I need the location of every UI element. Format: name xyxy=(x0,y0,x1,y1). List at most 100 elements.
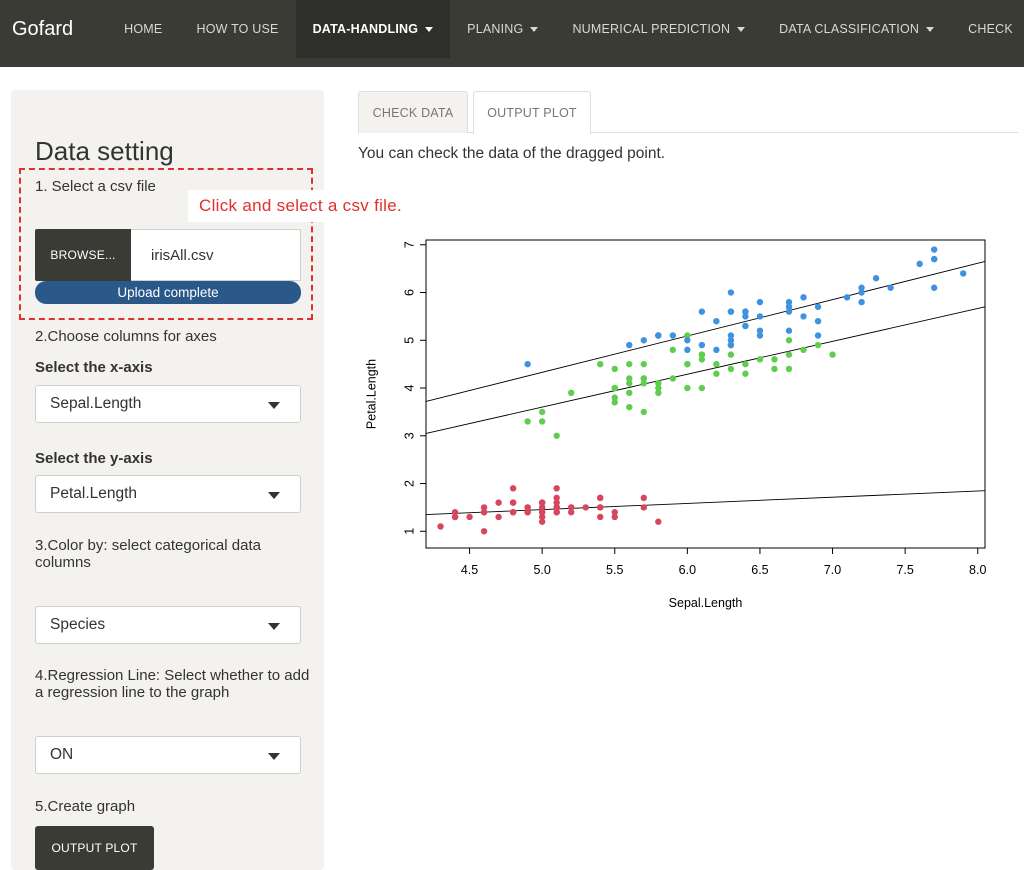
scatter-point[interactable] xyxy=(684,332,691,339)
scatter-point[interactable] xyxy=(785,351,793,358)
scatter-point[interactable] xyxy=(567,508,575,516)
brand-logo[interactable]: Gofard xyxy=(12,17,74,40)
scatter-point[interactable] xyxy=(713,346,720,354)
scatter-point[interactable] xyxy=(480,528,488,535)
nav-item-data-handling[interactable]: DATA-HANDLING xyxy=(295,0,451,58)
scatter-point[interactable] xyxy=(466,513,473,521)
scatter-point[interactable] xyxy=(524,360,531,368)
scatter-point[interactable] xyxy=(814,332,822,339)
scatter-point[interactable] xyxy=(626,360,633,368)
scatter-plot[interactable]: 4.5 5.0 5.5 6.0 6.5 7.0 7.5 8.0 1 2 3 4 5 6 7 Sepal.L… xyxy=(355,225,1005,625)
scatter-point[interactable] xyxy=(930,255,938,263)
scatter-point[interactable] xyxy=(742,313,749,320)
scatter-point[interactable] xyxy=(727,308,735,315)
nav-item-planing[interactable]: PLANING xyxy=(450,0,555,58)
scatter-point[interactable] xyxy=(698,341,706,349)
scatter-point[interactable] xyxy=(611,394,618,401)
scatter-point[interactable] xyxy=(684,346,691,354)
scatter-point[interactable] xyxy=(727,289,735,296)
scatter-point[interactable] xyxy=(582,504,589,511)
scatter-point[interactable] xyxy=(756,298,764,306)
scatter-point[interactable] xyxy=(597,513,604,521)
scatter-point[interactable] xyxy=(930,284,938,291)
scatter-point[interactable] xyxy=(727,365,735,373)
scatter-point[interactable] xyxy=(655,332,662,339)
scatter-point[interactable] xyxy=(771,356,778,363)
scatter-point[interactable] xyxy=(626,389,633,397)
regression-select[interactable]: ON xyxy=(35,736,301,774)
scatter-point[interactable] xyxy=(684,384,691,392)
scatter-point[interactable] xyxy=(713,360,720,368)
scatter-point[interactable] xyxy=(655,518,662,525)
scatter-point[interactable] xyxy=(626,403,633,411)
scatter-point[interactable] xyxy=(872,275,880,282)
scatter-point[interactable] xyxy=(785,298,793,306)
scatter-point[interactable] xyxy=(495,513,502,521)
scatter-point[interactable] xyxy=(785,308,793,315)
scatter-point[interactable] xyxy=(553,508,560,516)
scatter-point[interactable] xyxy=(611,508,618,516)
file-name-field[interactable]: irisAll.csv xyxy=(131,229,301,281)
scatter-point[interactable] xyxy=(611,365,618,373)
scatter-point[interactable] xyxy=(640,408,647,416)
tab-output-plot[interactable]: OUTPUT PLOT xyxy=(473,91,591,134)
scatter-point[interactable] xyxy=(626,380,633,387)
scatter-point[interactable] xyxy=(597,504,604,511)
scatter-point[interactable] xyxy=(553,432,560,439)
scatter-point[interactable] xyxy=(655,380,662,387)
scatter-point[interactable] xyxy=(626,341,633,349)
scatter-point[interactable] xyxy=(742,360,749,368)
scatter-point[interactable] xyxy=(785,365,793,373)
scatter-point[interactable] xyxy=(829,351,836,358)
scatter-point[interactable] xyxy=(567,389,575,397)
scatter-point[interactable] xyxy=(611,513,618,521)
scatter-point[interactable] xyxy=(814,341,822,349)
scatter-point[interactable] xyxy=(538,418,546,425)
scatter-point[interactable] xyxy=(640,360,647,368)
scatter-point[interactable] xyxy=(785,303,793,311)
scatter-point[interactable] xyxy=(611,384,618,392)
scatter-point[interactable] xyxy=(669,375,677,382)
scatter-point[interactable] xyxy=(858,298,865,306)
scatter-point[interactable] xyxy=(509,485,517,492)
scatter-point[interactable] xyxy=(727,332,735,339)
scatter-point[interactable] xyxy=(684,337,691,344)
nav-item-numerical-prediction[interactable]: NUMERICAL PREDICTION xyxy=(555,0,762,58)
scatter-point[interactable] xyxy=(785,337,793,344)
scatter-point[interactable] xyxy=(480,504,488,511)
scatter-point[interactable] xyxy=(785,327,793,334)
scatter-point[interactable] xyxy=(597,360,604,368)
scatter-point[interactable] xyxy=(727,337,735,344)
x-axis-select[interactable]: Sepal.Length xyxy=(35,385,301,423)
output-plot-button[interactable]: OUTPUT PLOT xyxy=(35,826,154,870)
scatter-point[interactable] xyxy=(727,351,735,358)
scatter-point[interactable] xyxy=(640,337,647,344)
scatter-point[interactable] xyxy=(713,317,720,325)
nav-item-how-to-use[interactable]: HOW TO USE xyxy=(179,0,295,58)
scatter-point[interactable] xyxy=(480,508,488,516)
scatter-point[interactable] xyxy=(698,356,706,363)
scatter-point[interactable] xyxy=(524,418,531,425)
scatter-point[interactable] xyxy=(538,499,546,506)
scatter-point[interactable] xyxy=(538,408,546,416)
scatter-point[interactable] xyxy=(771,365,778,373)
scatter-point[interactable] xyxy=(756,356,764,363)
scatter-point[interactable] xyxy=(597,494,604,502)
scatter-point[interactable] xyxy=(698,308,706,315)
scatter-point[interactable] xyxy=(553,485,560,492)
scatter-point[interactable] xyxy=(553,499,560,506)
scatter-point[interactable] xyxy=(800,294,807,301)
scatter-point[interactable] xyxy=(756,313,764,320)
scatter-point[interactable] xyxy=(509,499,517,506)
scatter-point[interactable] xyxy=(669,332,677,339)
scatter-point[interactable] xyxy=(495,499,502,506)
scatter-point[interactable] xyxy=(640,380,647,387)
scatter-point[interactable] xyxy=(640,494,647,502)
scatter-point[interactable] xyxy=(843,294,851,301)
scatter-point[interactable] xyxy=(538,513,546,521)
nav-item-home[interactable]: HOME xyxy=(107,0,179,58)
scatter-point[interactable] xyxy=(655,389,662,397)
scatter-point[interactable] xyxy=(640,504,647,511)
scatter-point[interactable] xyxy=(669,346,677,354)
scatter-point[interactable] xyxy=(756,332,764,339)
